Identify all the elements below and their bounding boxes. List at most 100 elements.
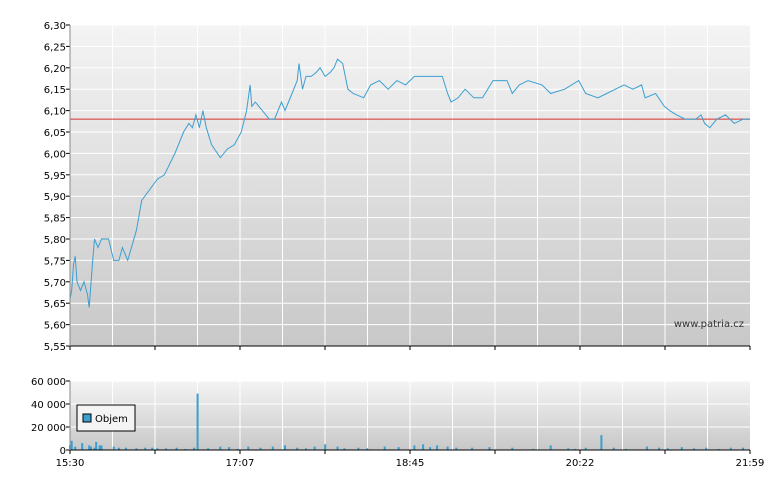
volume-bar — [284, 445, 286, 450]
volume-bar — [645, 446, 648, 450]
volume-bar — [151, 447, 154, 450]
volume-bar — [471, 447, 474, 450]
volume-bar — [175, 447, 178, 450]
volume-bar — [324, 444, 327, 451]
volume-bar — [95, 441, 98, 450]
price-y-tick-label: 5,85 — [44, 214, 66, 225]
volume-bar — [693, 448, 696, 450]
volume-y-tick-label: 20 000 — [31, 423, 66, 434]
volume-bar — [305, 448, 307, 450]
volume-bar — [236, 448, 239, 450]
price-y-tick-label: 6,30 — [44, 21, 66, 32]
price-y-tick-label: 6,15 — [44, 85, 66, 96]
x-tick-label: 21:59 — [736, 458, 765, 469]
volume-bar — [422, 444, 425, 451]
price-grid — [70, 24, 750, 347]
legend-label: Objem — [95, 414, 128, 425]
volume-bar — [612, 447, 615, 450]
watermark: www.patria.cz — [674, 319, 744, 330]
volume-bar — [296, 447, 299, 450]
volume-bar — [624, 448, 627, 450]
price-y-tick-label: 5,55 — [44, 342, 66, 353]
volume-y-tick-label: 60 000 — [31, 377, 66, 388]
volume-bar — [336, 446, 339, 450]
price-y-tick-label: 5,70 — [44, 278, 66, 289]
price-y-tick-label: 5,65 — [44, 299, 66, 310]
price-y-tick-label: 5,90 — [44, 192, 66, 203]
price-y-tick-label: 5,75 — [44, 256, 66, 267]
volume-bar — [184, 448, 187, 450]
volume-y-tick-label: 0 — [60, 446, 66, 457]
volume-bar — [156, 448, 159, 450]
price-y-tick-label: 5,80 — [44, 235, 66, 246]
volume-bar — [455, 447, 458, 450]
volume-bar — [135, 448, 138, 450]
volume-bar — [100, 445, 103, 450]
x-tick-label: 17:07 — [226, 458, 255, 469]
x-axis-ticks: 15:30 17:07 18:45 20:22 21:59 — [56, 346, 765, 469]
volume-bar — [574, 448, 577, 450]
volume-bar — [584, 447, 587, 450]
volume-bar — [532, 448, 535, 450]
price-y-tick-label: 6,10 — [44, 107, 66, 118]
volume-bar — [247, 446, 250, 450]
volume-bar — [446, 446, 449, 450]
volume-bar — [742, 447, 744, 450]
volume-bar — [112, 446, 115, 450]
volume-y-axis-ticks: 0 20 000 40 000 60 000 — [31, 377, 70, 457]
volume-bar — [511, 447, 514, 450]
volume-bar — [729, 447, 732, 450]
volume-bar — [488, 447, 491, 450]
volume-bar — [357, 447, 360, 450]
volume-bar — [219, 446, 222, 450]
volume-bar — [436, 445, 439, 450]
x-tick-label: 15:30 — [56, 458, 85, 469]
volume-y-tick-label: 40 000 — [31, 400, 66, 411]
volume-bar — [717, 448, 720, 450]
x-tick-label: 18:45 — [396, 458, 425, 469]
price-y-tick-label: 5,95 — [44, 171, 66, 182]
volume-bar — [666, 448, 669, 450]
volume-bar — [70, 440, 73, 450]
price-y-tick-label: 5,60 — [44, 321, 66, 332]
volume-bar — [88, 445, 91, 450]
volume-bar — [74, 446, 77, 450]
price-y-tick-label: 6,00 — [44, 149, 66, 160]
volume-bar — [271, 446, 274, 450]
volume-bar — [383, 446, 386, 450]
volume-bar — [397, 447, 400, 450]
volume-legend[interactable]: Objem — [76, 404, 136, 432]
volume-bar — [658, 447, 661, 450]
volume-bar — [313, 446, 316, 450]
volume-bar — [343, 448, 346, 450]
price-y-axis-ticks: 5,55 5,60 5,65 5,70 5,75 5,80 5,85 5,90 5,95 6,00… — [44, 21, 70, 353]
legend-swatch — [82, 413, 92, 423]
volume-bar — [207, 448, 210, 450]
volume-bar — [165, 448, 168, 450]
volume-bar — [193, 447, 196, 450]
price-y-tick-label: 6,25 — [44, 42, 66, 53]
volume-bar — [124, 447, 127, 450]
volume-bar — [567, 448, 570, 450]
volume-bar — [680, 447, 683, 450]
volume-bar — [196, 393, 199, 450]
volume-bar — [93, 447, 96, 450]
volume-bar — [117, 447, 120, 450]
volume-bar — [228, 447, 231, 450]
volume-bars — [69, 393, 744, 451]
volume-bar — [429, 447, 432, 450]
volume-bar — [366, 448, 369, 450]
volume-bar — [413, 445, 416, 450]
price-line — [69, 58, 750, 308]
volume-bar — [600, 435, 603, 450]
volume-bar — [81, 443, 84, 450]
volume-bar — [705, 447, 708, 450]
volume-bar — [144, 447, 147, 450]
price-y-tick-label: 6,05 — [44, 128, 66, 139]
volume-bar — [549, 445, 552, 450]
x-tick-label: 20:22 — [566, 458, 595, 469]
price-y-tick-label: 6,20 — [44, 64, 66, 75]
volume-bar — [98, 445, 101, 450]
